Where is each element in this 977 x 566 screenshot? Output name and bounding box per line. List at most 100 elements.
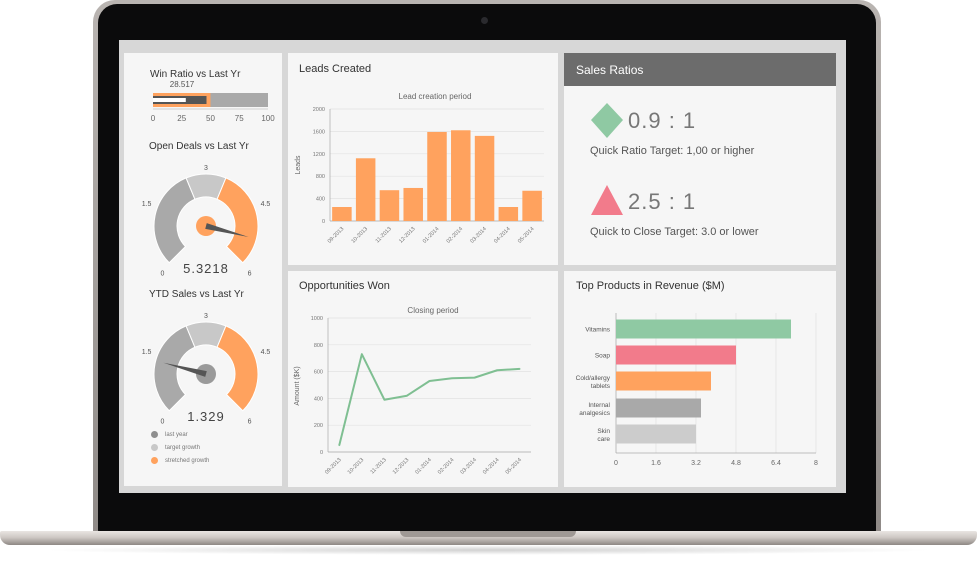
point-12-2013	[406, 394, 408, 397]
opportunities-panel-title: Opportunities Won	[299, 280, 390, 292]
win-ratio-tick-label: 25	[177, 114, 186, 123]
y-tick-label: 400	[314, 396, 323, 402]
x-tick-label: 8	[814, 460, 818, 467]
bar-11-2013	[379, 190, 400, 221]
close-ratio-caption: Quick to Close Target: 3.0 or lower	[590, 226, 759, 238]
target-growth-dot-icon	[151, 444, 158, 451]
sales-ratios-panel: Sales Ratios 0.9 : 1 Quick Ratio Target:…	[564, 53, 836, 265]
y-tick-label: 200	[314, 423, 323, 429]
gauge-needle	[205, 223, 249, 238]
dashboard-screen: Win Ratio vs Last Yr 28.517 0 25 50 75 100 O…	[119, 40, 846, 493]
close-ratio-value: 2.5 : 1	[628, 189, 697, 214]
x-tick-label: 12-2013	[392, 457, 411, 476]
y-tick-label: Soap	[595, 353, 611, 360]
bar-02-2014	[451, 130, 471, 221]
x-tick-label: 0	[614, 460, 618, 467]
close-ratio-triangle-icon	[591, 185, 623, 215]
top-products-title: Top Products in Revenue ($M)	[576, 280, 725, 292]
x-tick-label: 03-2014	[460, 457, 479, 476]
last-year-dot-icon	[151, 431, 158, 438]
y-tick-label: 1200	[313, 152, 325, 158]
x-tick-label: 1.6	[651, 460, 661, 467]
open-deals-title: Open Deals vs Last Yr	[149, 141, 249, 152]
y-tick-label: 800	[316, 174, 325, 180]
win-ratio-title: Win Ratio vs Last Yr	[150, 69, 241, 80]
bar-cold-allergy-tablets	[616, 371, 711, 391]
y-tick-label: 600	[314, 370, 323, 376]
leads-created-panel: Leads Created Lead creation period Leads…	[288, 53, 558, 265]
win-ratio-tick-label: 0	[151, 114, 156, 123]
bar-12-2013	[403, 187, 423, 221]
legend-stretched-growth: stretched growth	[165, 458, 210, 464]
y-tick-label: 800	[314, 343, 323, 349]
ytd-sales-title: YTD Sales vs Last Yr	[149, 289, 244, 300]
y-tick-label: tablets	[591, 383, 611, 390]
win-ratio-tick-label: 100	[261, 114, 275, 123]
y-tick-label: 400	[316, 197, 325, 203]
sales-ratios-header: Sales Ratios	[564, 53, 836, 86]
camera-icon	[481, 17, 488, 24]
bar-03-2014	[474, 135, 495, 221]
x-tick-label: 3.2	[691, 460, 701, 467]
win-ratio-value: 28.517	[170, 80, 195, 89]
x-tick-label: 01-2014	[414, 457, 433, 476]
x-tick-label: 12-2013	[398, 226, 417, 245]
top-products-chart: 0 1.6 3.2 4.8 6.4 8 Vitamins Soap Cold/allergyta…	[576, 313, 818, 467]
x-tick-label: 09-2013	[327, 226, 346, 245]
legend-target-growth: target growth	[165, 445, 201, 451]
leads-panel-title: Leads Created	[299, 63, 372, 75]
top-products-panel: Top Products in Revenue ($M) 0 1.6 3.2 4.8 6…	[564, 271, 836, 487]
x-tick-label: 10-2013	[347, 457, 366, 476]
bar-skin-care	[616, 424, 696, 444]
gauge-needle	[163, 362, 207, 377]
y-tick-label: 2000	[313, 107, 325, 113]
x-tick-label: 11-2013	[375, 226, 393, 244]
point-11-2013	[383, 398, 386, 401]
gauge-band-stretched-growth	[216, 177, 259, 264]
bar-10-2013	[355, 158, 376, 221]
gauge-min-label: 0	[160, 271, 164, 278]
bar-01-2014	[427, 131, 447, 221]
gauge-high-label: 4.5	[261, 201, 271, 208]
y-tick-label: Cold/allergy	[576, 375, 611, 382]
gauges-panel: Win Ratio vs Last Yr 28.517 0 25 50 75 100 O…	[124, 53, 282, 486]
x-tick-label: 01-2014	[422, 226, 441, 245]
y-tick-label: Skin	[597, 428, 610, 435]
quick-ratio-diamond-icon	[591, 103, 623, 138]
x-tick-label: 11-2013	[370, 457, 388, 475]
win-ratio-value-bar	[153, 98, 186, 102]
y-tick-label: 1000	[311, 316, 323, 322]
x-tick-label: 04-2014	[493, 226, 512, 245]
x-tick-label: 05-2014	[517, 226, 536, 245]
y-tick-label: Vitamins	[585, 327, 611, 334]
bar-soap	[616, 345, 736, 365]
x-tick-label: 02-2014	[446, 226, 465, 245]
leads-chart: Lead creation period Leads 0 400 800 1200 16…	[295, 92, 544, 245]
gauge-low-label: 1.5	[142, 349, 152, 356]
point-03-2014	[473, 376, 476, 379]
ytd-sales-gauge: 0 1.5 3 4.5 6 1.329	[142, 313, 271, 426]
sales-ratios-title: Sales Ratios	[576, 63, 644, 77]
bar-09-2013	[332, 207, 352, 221]
gauge-min-label: 0	[160, 419, 164, 426]
point-10-2013	[361, 353, 363, 355]
point-04-2014	[496, 369, 498, 372]
series-line	[338, 353, 520, 446]
gauge-band-stretched-growth	[216, 325, 259, 412]
y-tick-label: analgesics	[579, 410, 610, 417]
point-05-2014	[518, 368, 521, 370]
open-deals-gauge: 0 1.5 3 4.5 6 5.3218	[142, 165, 271, 278]
y-tick-label: Internal	[588, 402, 610, 409]
x-tick-label: 4.8	[731, 460, 741, 467]
stretched-growth-dot-icon	[151, 457, 158, 464]
leads-y-axis-label: Leads	[295, 155, 302, 175]
bar-04-2014	[498, 207, 519, 221]
y-tick-label: 0	[322, 219, 325, 225]
bar-internal-analgesics	[616, 398, 701, 418]
opportunities-y-axis-label: Amount ($K)	[294, 366, 301, 405]
win-ratio-tick-label: 50	[206, 114, 215, 123]
point-02-2014	[451, 377, 453, 380]
x-tick-label: 04-2014	[482, 457, 501, 476]
gauge-max-label: 6	[248, 271, 252, 278]
leads-chart-title: Lead creation period	[399, 92, 472, 101]
